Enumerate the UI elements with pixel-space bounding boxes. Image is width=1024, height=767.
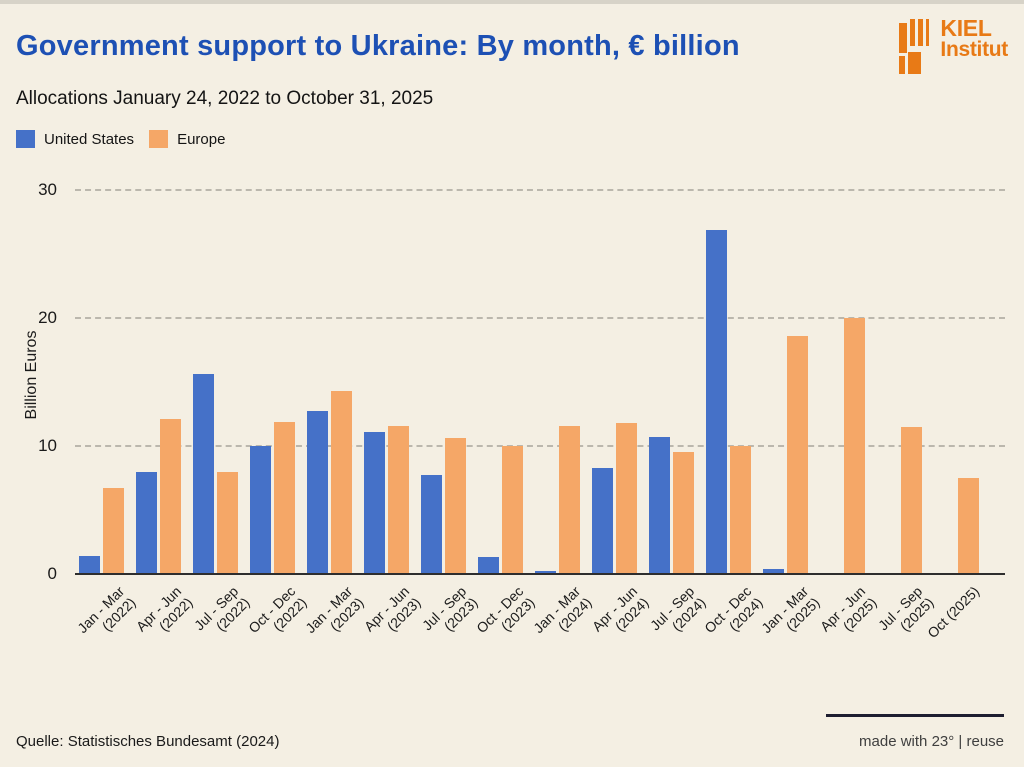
y-tick-label-30: 30 bbox=[38, 180, 57, 199]
bar-europe-11 bbox=[730, 446, 751, 574]
bar-united-states-10 bbox=[649, 437, 670, 574]
credit-text: made with 23° | reuse bbox=[859, 733, 1004, 750]
window-top-edge bbox=[0, 0, 1024, 4]
credit-link[interactable]: made with 23° | reuse bbox=[826, 714, 1004, 750]
kiel-institut-logo[interactable]: KIEL Institut bbox=[894, 15, 1008, 74]
bar-europe-3 bbox=[274, 422, 295, 574]
bar-united-states-7 bbox=[478, 557, 499, 574]
logo-line1: KIEL bbox=[940, 15, 992, 41]
bar-united-states-11 bbox=[706, 230, 727, 574]
bar-europe-1 bbox=[160, 419, 181, 574]
bar-europe-4 bbox=[331, 391, 352, 574]
bar-europe-13 bbox=[844, 318, 865, 574]
legend: United States Europe bbox=[16, 130, 240, 148]
y-tick-label-0: 0 bbox=[47, 564, 57, 583]
logo-line2: Institut bbox=[940, 37, 1008, 61]
y-tick-label-10: 10 bbox=[38, 436, 57, 455]
bar-europe-8 bbox=[559, 426, 580, 574]
x-axis-line bbox=[75, 573, 1005, 575]
legend-label-europe: Europe bbox=[177, 130, 226, 148]
legend-label-united-states: United States bbox=[44, 130, 135, 148]
bar-united-states-1 bbox=[136, 472, 157, 574]
legend-swatch-united-states bbox=[16, 130, 35, 148]
kiel-bars-icon bbox=[899, 19, 930, 74]
bar-europe-6 bbox=[445, 438, 466, 574]
bar-united-states-3 bbox=[250, 446, 271, 574]
bar-united-states-2 bbox=[193, 374, 214, 574]
page-subtitle: Allocations January 24, 2022 to October … bbox=[16, 88, 434, 109]
page-title: Government support to Ukraine: By month,… bbox=[16, 30, 740, 62]
bar-europe-10 bbox=[673, 452, 694, 574]
bar-europe-15 bbox=[958, 478, 979, 574]
bar-united-states-12 bbox=[763, 569, 784, 574]
source-note: Quelle: Statistisches Bundesamt (2024) bbox=[16, 733, 280, 750]
bar-europe-12 bbox=[787, 336, 808, 574]
y-tick-label-20: 20 bbox=[38, 308, 57, 327]
gridline-30 bbox=[75, 189, 1005, 191]
bar-united-states-5 bbox=[364, 432, 385, 574]
bar-united-states-8 bbox=[535, 571, 556, 574]
logo-text: KIEL Institut bbox=[940, 15, 1008, 61]
credit-divider bbox=[826, 714, 1004, 717]
bar-united-states-0 bbox=[79, 556, 100, 574]
gridline-20 bbox=[75, 317, 1005, 319]
bar-europe-9 bbox=[616, 423, 637, 574]
gridline-10 bbox=[75, 445, 1005, 447]
bar-europe-0 bbox=[103, 488, 124, 574]
bar-europe-7 bbox=[502, 446, 523, 574]
bar-europe-5 bbox=[388, 426, 409, 574]
legend-item-united-states[interactable]: United States bbox=[16, 130, 134, 148]
legend-swatch-europe bbox=[149, 130, 169, 148]
y-axis-title: Billion Euros bbox=[23, 330, 40, 420]
bar-united-states-6 bbox=[421, 475, 442, 574]
bar-europe-14 bbox=[901, 427, 922, 574]
bar-united-states-9 bbox=[592, 468, 613, 574]
bar-europe-2 bbox=[217, 472, 238, 574]
legend-item-europe[interactable]: Europe bbox=[149, 130, 225, 148]
bar-united-states-4 bbox=[307, 411, 328, 574]
